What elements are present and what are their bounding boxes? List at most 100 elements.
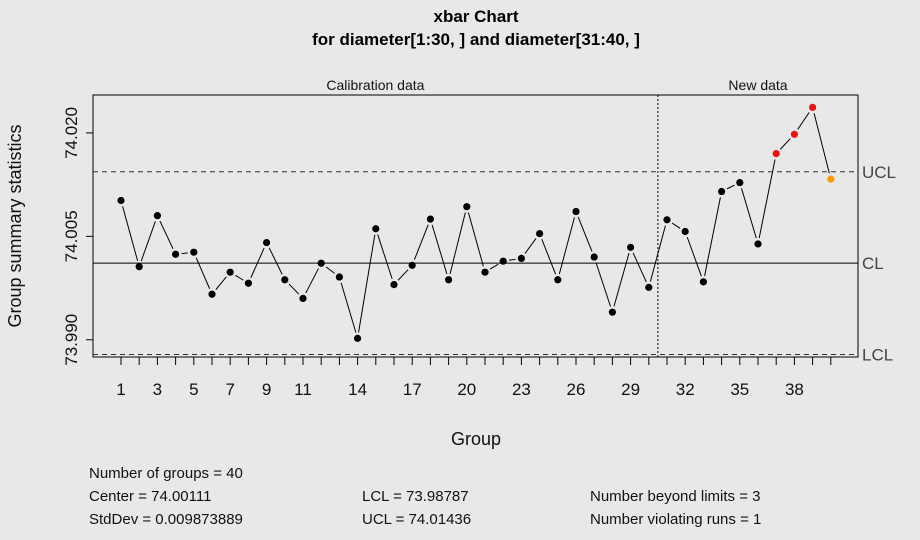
data-point — [754, 240, 762, 248]
data-point — [117, 196, 125, 205]
data-point — [281, 276, 289, 284]
stat-violating-runs: Number violating runs = 1 — [590, 511, 761, 528]
y-tick-label: 73.990 — [62, 314, 81, 366]
series-segment — [704, 197, 721, 277]
control-limits: UCL CL LCL — [93, 95, 896, 364]
series-line — [122, 112, 830, 333]
x-tick-label: 9 — [262, 380, 271, 399]
data-point — [572, 207, 580, 216]
series-segment — [122, 206, 139, 262]
data-point — [627, 243, 635, 251]
ucl-label: UCL — [862, 163, 896, 182]
series-segment — [758, 159, 776, 239]
stat-number-of-groups: Number of groups = 40 — [89, 465, 243, 482]
y-axis-label: Group summary statistics — [5, 124, 25, 327]
x-tick-label: 11 — [294, 380, 312, 399]
x-tick-label: 23 — [512, 380, 531, 399]
x-tick-label: 26 — [567, 380, 586, 399]
series-segment — [215, 276, 227, 290]
stat-ucl: UCL = 74.01436 — [362, 511, 471, 528]
x-axis-label: Group — [451, 429, 501, 449]
stat-lcl: LCL = 73.98787 — [362, 488, 469, 505]
series-segment — [577, 216, 593, 252]
data-point — [372, 225, 380, 233]
data-point — [226, 268, 234, 276]
data-point — [663, 216, 671, 224]
series-segment — [268, 247, 283, 275]
data-point — [172, 250, 180, 258]
series-segment — [305, 268, 319, 294]
data-point — [135, 263, 143, 271]
chart-title: xbar Chart — [433, 7, 518, 26]
series-segment — [649, 225, 666, 282]
series-segment — [797, 112, 810, 130]
series-segment — [813, 113, 830, 174]
data-point — [536, 229, 544, 238]
data-point — [354, 334, 362, 342]
series-segment — [632, 252, 647, 283]
series-segment — [726, 184, 735, 190]
series-segment — [325, 266, 335, 274]
data-point — [827, 175, 835, 183]
y-tick-label: 74.020 — [62, 107, 81, 159]
data-point — [790, 130, 799, 138]
series-segment — [613, 253, 630, 307]
series-segment — [358, 234, 376, 333]
data-point — [481, 268, 489, 276]
series-segment — [195, 257, 211, 289]
data-point — [699, 278, 708, 286]
data-point — [463, 203, 471, 211]
data-point — [517, 254, 526, 263]
plot-frame — [92, 94, 859, 358]
data-point — [772, 150, 780, 158]
x-tick-label: 7 — [225, 380, 234, 399]
x-tick-label: 32 — [676, 380, 695, 399]
y-axis: 73.990 74.005 74.020 — [62, 107, 94, 366]
data-point — [426, 215, 434, 223]
x-tick-label: 14 — [348, 380, 367, 399]
x-tick-label: 29 — [621, 380, 640, 399]
x-tick-label: 38 — [785, 380, 804, 399]
data-point — [335, 273, 343, 281]
data-point — [190, 248, 198, 256]
data-point — [499, 257, 507, 265]
series-segment — [671, 222, 681, 229]
series-segment — [397, 269, 409, 281]
y-tick-label: 74.005 — [62, 210, 81, 262]
series-segment — [467, 212, 484, 267]
data-point — [390, 281, 398, 289]
data-points — [117, 103, 835, 342]
data-point — [608, 308, 617, 316]
data-point — [408, 261, 416, 269]
data-point — [554, 276, 562, 284]
data-point — [263, 238, 271, 247]
x-tick-label: 20 — [457, 380, 476, 399]
x-tick-label: 1 — [116, 380, 125, 399]
series-segment — [741, 188, 757, 239]
x-tick-label: 17 — [403, 380, 422, 399]
data-point — [681, 227, 689, 236]
series-segment — [413, 224, 429, 260]
series-segment — [558, 217, 575, 275]
data-point — [445, 276, 453, 284]
series-segment — [377, 234, 393, 280]
series-segment — [250, 247, 265, 278]
data-point — [208, 290, 216, 298]
stat-center: Center = 74.00111 — [89, 488, 211, 505]
series-segment — [524, 238, 537, 254]
x-axis: 1 3 5 7 9 11 14 17 20 23 26 29 32 35 38 — [116, 356, 832, 399]
data-point — [645, 283, 653, 291]
data-point — [809, 103, 817, 112]
series-segment — [340, 282, 357, 333]
series-segment — [449, 212, 466, 275]
stat-stddev: StdDev = 0.009873889 — [89, 511, 243, 528]
series-segment — [159, 220, 174, 250]
series-segment — [779, 138, 791, 150]
series-segment — [686, 236, 702, 277]
series-segment — [509, 258, 516, 261]
x-tick-label: 5 — [189, 380, 198, 399]
x-tick-label: 3 — [153, 380, 162, 399]
series-segment — [235, 274, 244, 281]
series-segment — [288, 283, 300, 295]
